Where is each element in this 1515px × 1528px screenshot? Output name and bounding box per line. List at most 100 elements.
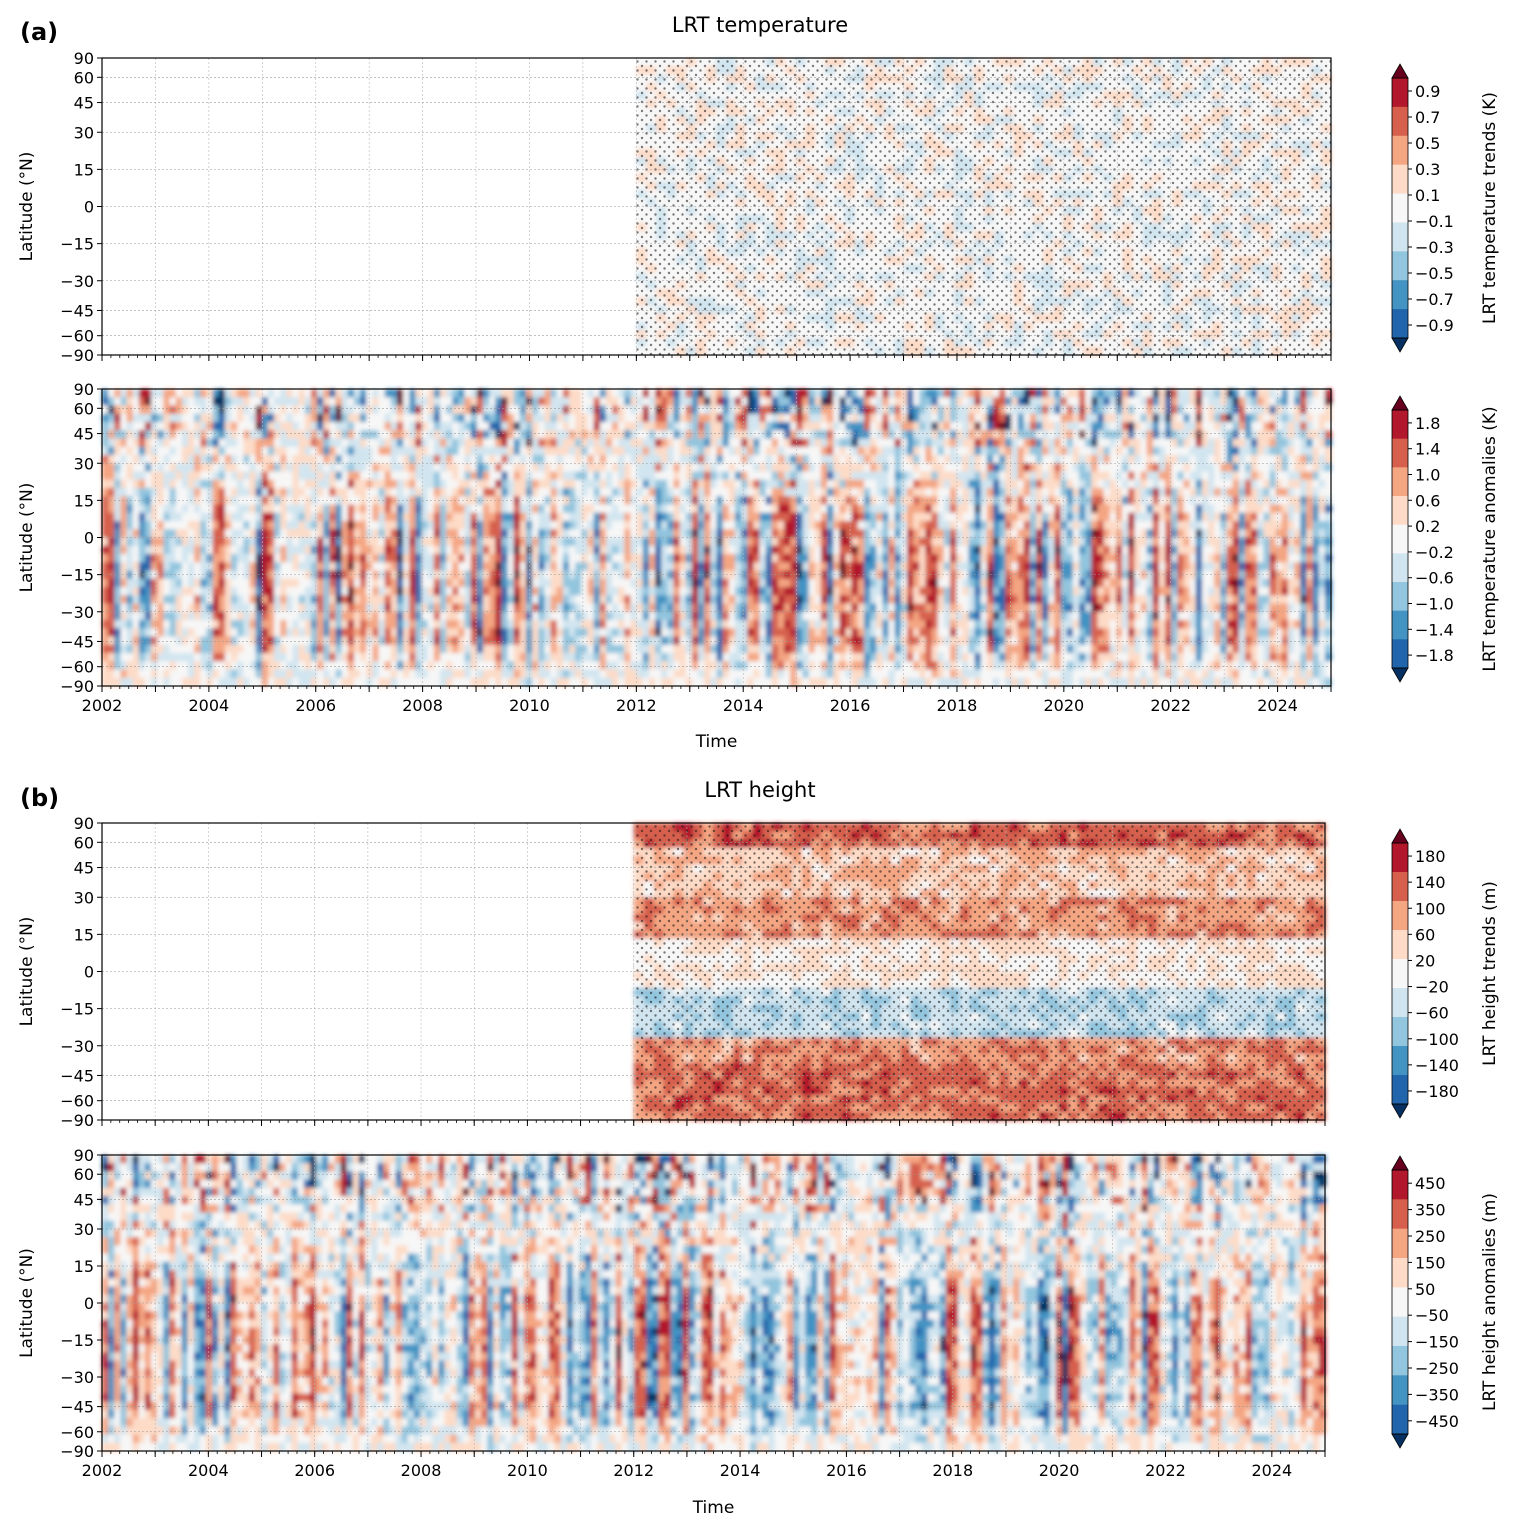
title-temperature: LRT temperature bbox=[672, 13, 848, 37]
y-tick-label: 60 bbox=[74, 1165, 94, 1184]
y-tick-label: −90 bbox=[60, 346, 94, 365]
colorbar-tick-label: −180 bbox=[1415, 1082, 1459, 1101]
y-tick-label: 30 bbox=[74, 888, 94, 907]
colorbar-tick-label: 450 bbox=[1415, 1174, 1446, 1193]
x-axis-label: Time bbox=[692, 1498, 735, 1518]
y-tick-label: −30 bbox=[60, 272, 94, 291]
y-tick-label: −45 bbox=[60, 301, 94, 320]
x-tick-label: 2014 bbox=[723, 696, 764, 715]
y-tick-label: 60 bbox=[74, 833, 94, 852]
y-tick-label: 0 bbox=[84, 1294, 94, 1313]
colorbar-tick-label: 100 bbox=[1415, 899, 1446, 918]
colorbar-extend-min bbox=[1391, 1433, 1409, 1449]
colorbar-tick-label: −0.6 bbox=[1415, 569, 1454, 588]
x-tick-label: 2010 bbox=[507, 1461, 548, 1480]
y-tick-label: 90 bbox=[74, 49, 94, 68]
colorbar-extend-max bbox=[1391, 63, 1409, 79]
colorbar-tick-label: 0.9 bbox=[1415, 82, 1440, 101]
colorbar-extend-min bbox=[1391, 667, 1409, 683]
y-tick-label: −90 bbox=[60, 1442, 94, 1461]
y-tick-label: 30 bbox=[74, 454, 94, 473]
y-tick-label: −60 bbox=[60, 327, 94, 346]
y-axis-label: Latitude (°N) bbox=[17, 152, 37, 262]
colorbar-label: LRT temperature trends (K) bbox=[1480, 92, 1500, 324]
y-tick-label: 15 bbox=[74, 160, 94, 179]
colorbar-label: LRT temperature anomalies (K) bbox=[1480, 406, 1500, 671]
y-tick-label: −45 bbox=[60, 1066, 94, 1085]
colorbar-label: LRT height trends (m) bbox=[1480, 881, 1500, 1066]
colorbar-tick-label: 0.7 bbox=[1415, 108, 1440, 127]
colorbar-tick-label: −1.0 bbox=[1415, 595, 1454, 614]
colorbar-tick-label: −0.5 bbox=[1415, 264, 1454, 283]
x-tick-label: 2022 bbox=[1145, 1461, 1186, 1480]
y-tick-label: −45 bbox=[60, 632, 94, 651]
y-tick-label: 15 bbox=[74, 1257, 94, 1276]
x-tick-label: 2010 bbox=[509, 696, 550, 715]
y-tick-label: 0 bbox=[84, 529, 94, 548]
colorbar-tick-label: 0.6 bbox=[1415, 491, 1440, 510]
grid bbox=[101, 822, 1326, 1121]
y-tick-label: −90 bbox=[60, 677, 94, 696]
x-tick-label: 2020 bbox=[1039, 1461, 1080, 1480]
y-tick-label: 0 bbox=[84, 963, 94, 982]
colorbar-tick-label: −450 bbox=[1415, 1412, 1459, 1431]
y-tick-label: −30 bbox=[60, 1368, 94, 1387]
x-tick-label: 2012 bbox=[613, 1461, 654, 1480]
colorbar-tick-label: −150 bbox=[1415, 1333, 1459, 1352]
y-tick-label: 45 bbox=[74, 425, 94, 444]
y-tick-label: 30 bbox=[74, 123, 94, 142]
colorbar-tick-label: −140 bbox=[1415, 1056, 1459, 1075]
y-tick-label: −60 bbox=[60, 1423, 94, 1442]
colorbar-tick-label: 1.4 bbox=[1415, 440, 1440, 459]
colorbar-label: LRT height anomalies (m) bbox=[1480, 1193, 1500, 1411]
y-tick-label: −30 bbox=[60, 1037, 94, 1056]
y-tick-label: 15 bbox=[74, 925, 94, 944]
y-tick-label: −15 bbox=[60, 235, 94, 254]
x-tick-label: 2002 bbox=[82, 696, 123, 715]
colorbar-extend-max bbox=[1391, 1155, 1409, 1171]
x-tick-label: 2004 bbox=[188, 1461, 229, 1480]
height-trend-colorbar: 180 140 100 60 20 −20 −60 −100 −140 −180 LRT heigh… bbox=[1391, 828, 1500, 1119]
y-tick-label: 90 bbox=[74, 380, 94, 399]
colorbar-tick-label: −250 bbox=[1415, 1359, 1459, 1378]
colorbar-tick-label: −350 bbox=[1415, 1385, 1459, 1404]
y-axis-label: Latitude (°N) bbox=[17, 1248, 37, 1358]
colorbar-extend-max bbox=[1391, 395, 1409, 411]
x-tick-label: 2014 bbox=[720, 1461, 761, 1480]
colorbar-extend-min bbox=[1391, 337, 1409, 353]
colorbar-tick-label: −1.4 bbox=[1415, 620, 1454, 639]
x-tick-label: 2012 bbox=[616, 696, 657, 715]
colorbar-tick-label: 150 bbox=[1415, 1253, 1446, 1272]
temp-anom-field bbox=[102, 389, 1332, 687]
y-tick-label: −15 bbox=[60, 1331, 94, 1350]
colorbar-tick-label: −1.8 bbox=[1415, 646, 1454, 665]
colorbar-tick-label: −100 bbox=[1415, 1030, 1459, 1049]
x-tick-label: 2020 bbox=[1043, 696, 1084, 715]
x-tick-label: 2008 bbox=[401, 1461, 442, 1480]
y-tick-label: 60 bbox=[74, 68, 94, 87]
colorbar-tick-label: 20 bbox=[1415, 951, 1435, 970]
y-tick-label: 30 bbox=[74, 1220, 94, 1239]
colorbar-extend-max bbox=[1391, 828, 1409, 844]
x-tick-label: 2006 bbox=[294, 1461, 335, 1480]
x-tick-label: 2008 bbox=[402, 696, 443, 715]
y-tick-label: −60 bbox=[60, 658, 94, 677]
y-axis-label: Latitude (°N) bbox=[17, 917, 37, 1027]
colorbar-tick-label: 0.2 bbox=[1415, 517, 1440, 536]
colorbar-tick-label: 0.5 bbox=[1415, 134, 1440, 153]
colorbar-tick-label: 250 bbox=[1415, 1227, 1446, 1246]
temp-trend-colorbar: 0.9 0.7 0.5 0.3 0.1 −0.1 −0.3 −0.5 −0.7 −0.9 LRT t… bbox=[1391, 63, 1500, 353]
panel-b-label: (b) bbox=[20, 784, 59, 812]
height-anom-field bbox=[102, 1155, 1326, 1452]
y-tick-label: −60 bbox=[60, 1092, 94, 1111]
x-tick-label: 2024 bbox=[1251, 1461, 1292, 1480]
x-tick-label: 2004 bbox=[189, 696, 230, 715]
y-tick-label: −30 bbox=[60, 603, 94, 622]
colorbar-tick-label: 350 bbox=[1415, 1201, 1446, 1220]
height-anom-colorbar: 450 350 250 150 50 −50 −150 −250 −350 −450 LRT hei… bbox=[1391, 1155, 1500, 1449]
panel-a-label: (a) bbox=[20, 18, 58, 46]
y-tick-label: 45 bbox=[74, 859, 94, 878]
